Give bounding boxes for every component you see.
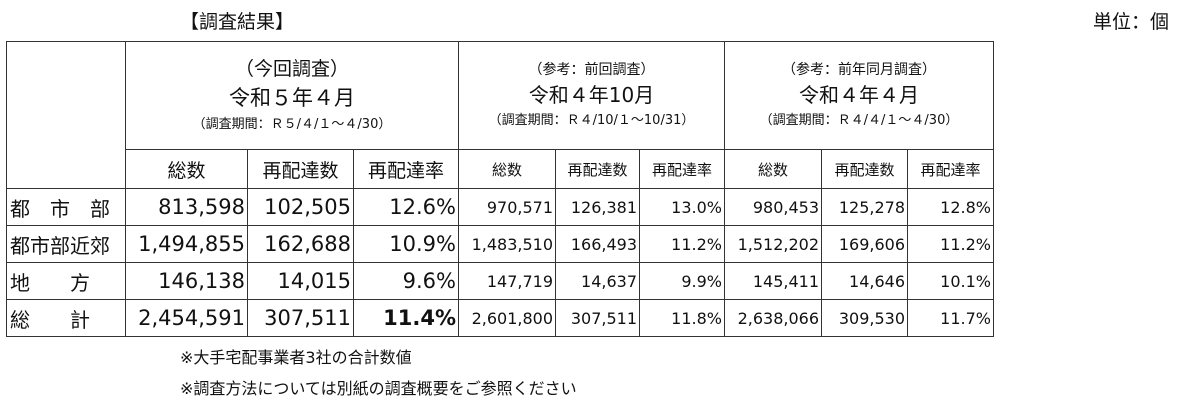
lastyear-survey-header: （参考：前年同月調査） 令和４年４月 （調査期間：Ｒ４/４/１～４/30） — [724, 41, 994, 150]
col-total: 総数 — [458, 149, 556, 189]
lastyear-survey-month: 令和４年４月 — [799, 82, 919, 107]
value-cell: 2,601,800 — [458, 299, 556, 337]
value-cell: 970,571 — [458, 188, 556, 226]
value-cell: 1,494,855 — [125, 225, 248, 263]
col-redelivery-rate: 再配達率 — [639, 149, 725, 189]
corner-cell — [6, 41, 126, 189]
page-title: 【調査結果】 — [180, 11, 295, 33]
value-cell-highlight: 11.4% — [353, 299, 459, 337]
previous-survey-header: （参考：前回調査） 令和４年10月 （調査期間：Ｒ４/10/１～10/31） — [458, 41, 725, 150]
footnote: ※調査方法については別紙の調査概要をご参照ください — [180, 379, 577, 398]
value-cell: 813,598 — [125, 188, 248, 226]
row-label: 都市部近郊 — [6, 225, 126, 263]
value-cell: 166,493 — [555, 225, 640, 263]
value-cell: 162,688 — [247, 225, 354, 263]
table-row: 都 市 部 813,598 102,505 12.6% 970,571 126,… — [6, 188, 994, 226]
col-total: 総数 — [724, 149, 822, 189]
current-survey-header: （今回調査） 令和５年４月 （調査期間：Ｒ５/４/１～４/30） — [125, 41, 459, 150]
value-cell: 14,015 — [247, 262, 354, 300]
table-row: 都市部近郊 1,494,855 162,688 10.9% 1,483,510 … — [6, 225, 994, 263]
col-total: 総数 — [125, 149, 248, 189]
value-cell: 11.8% — [639, 299, 725, 337]
value-cell: 9.6% — [353, 262, 459, 300]
value-cell: 307,511 — [247, 299, 354, 337]
table-row-total: 総 計 2,454,591 307,511 11.4% 2,601,800 30… — [6, 299, 994, 337]
value-cell: 11.7% — [907, 299, 994, 337]
value-cell: 11.2% — [639, 225, 725, 263]
col-redelivery: 再配達数 — [247, 149, 354, 189]
value-cell: 147,719 — [458, 262, 556, 300]
previous-survey-month: 令和４年10月 — [528, 82, 655, 107]
value-cell: 9.9% — [639, 262, 725, 300]
value-cell: 12.6% — [353, 188, 459, 226]
value-cell: 12.8% — [907, 188, 994, 226]
survey-results-table: （今回調査） 令和５年４月 （調査期間：Ｒ５/４/１～４/30） （参考：前回調… — [6, 41, 994, 337]
row-label: 総 計 — [6, 299, 126, 337]
col-redelivery: 再配達数 — [555, 149, 640, 189]
value-cell: 14,637 — [555, 262, 640, 300]
previous-survey-period: （調査期間：Ｒ４/10/１～10/31） — [488, 112, 695, 128]
value-cell: 13.0% — [639, 188, 725, 226]
value-cell: 2,454,591 — [125, 299, 248, 337]
table-row: 地 方 146,138 14,015 9.6% 147,719 14,637 9… — [6, 262, 994, 300]
value-cell: 980,453 — [724, 188, 822, 226]
unit-label: 単位：個 — [1093, 11, 1170, 33]
current-survey-month: 令和５年４月 — [229, 85, 355, 110]
value-cell: 10.1% — [907, 262, 994, 300]
row-label: 地 方 — [6, 262, 126, 300]
value-cell: 1,483,510 — [458, 225, 556, 263]
col-redelivery-rate: 再配達率 — [907, 149, 994, 189]
row-label: 都 市 部 — [6, 188, 126, 226]
value-cell: 126,381 — [555, 188, 640, 226]
col-redelivery: 再配達数 — [821, 149, 908, 189]
footnote: ※大手宅配事業者3社の合計数値 — [180, 348, 412, 367]
current-survey-sub: （今回調査） — [234, 57, 349, 80]
value-cell: 145,411 — [724, 262, 822, 300]
value-cell: 102,505 — [247, 188, 354, 226]
value-cell: 11.2% — [907, 225, 994, 263]
previous-survey-sub: （参考：前回調査） — [528, 61, 655, 78]
value-cell: 146,138 — [125, 262, 248, 300]
value-cell: 125,278 — [821, 188, 908, 226]
lastyear-survey-sub: （参考：前年同月調査） — [782, 61, 936, 78]
value-cell: 10.9% — [353, 225, 459, 263]
value-cell: 307,511 — [555, 299, 640, 337]
lastyear-survey-period: （調査期間：Ｒ４/４/１～４/30） — [759, 112, 959, 128]
value-cell: 2,638,066 — [724, 299, 822, 337]
value-cell: 169,606 — [821, 225, 908, 263]
col-redelivery-rate: 再配達率 — [353, 149, 459, 189]
value-cell: 1,512,202 — [724, 225, 822, 263]
value-cell: 14,646 — [821, 262, 908, 300]
value-cell: 309,530 — [821, 299, 908, 337]
current-survey-period: （調査期間：Ｒ５/４/１～４/30） — [192, 116, 392, 132]
